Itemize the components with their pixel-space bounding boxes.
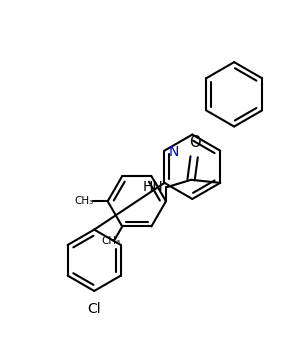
- Text: Cl: Cl: [87, 302, 101, 316]
- Text: O: O: [189, 135, 201, 150]
- Text: CH₃: CH₃: [75, 196, 94, 206]
- Text: N: N: [169, 145, 180, 159]
- Text: CH₃: CH₃: [101, 236, 120, 246]
- Text: HN: HN: [143, 180, 164, 193]
